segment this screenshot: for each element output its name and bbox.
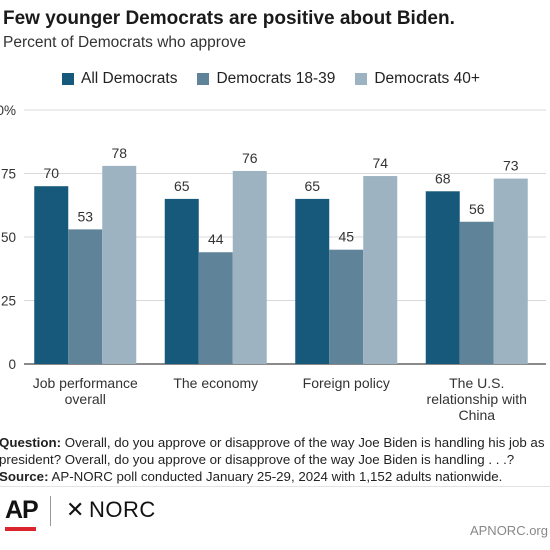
logo-divider [50,496,51,526]
norc-logo-text: NORC [88,497,156,522]
legend-swatch [197,73,210,85]
bar [232,170,267,364]
data-label: 44 [208,231,224,247]
bar [459,221,494,364]
chart-subtitle: Percent of Democrats who approve [3,34,246,51]
x-tick-label: The U.S. [449,375,504,391]
chart-title: Few younger Democrats are positive about… [3,8,455,29]
chart-notes: Question: Overall, do you approve or dis… [0,434,549,485]
bar [102,165,137,364]
ap-logo-underline [5,527,36,531]
ap-logo: AP [5,496,39,524]
x-tick-label: Foreign policy [303,375,390,391]
x-tick-label: Job performance [33,375,138,391]
bar [363,176,398,364]
data-label: 74 [372,155,388,171]
legend-label: All Democrats [81,70,178,87]
bar [493,178,528,364]
x-tick-label: overall [65,391,106,407]
bar [198,252,233,364]
data-label: 76 [242,150,258,166]
y-tick-label: 75 [1,167,16,182]
bar [295,198,330,364]
y-tick-label: 100% [0,103,16,118]
legend-item-all-democrats: All Democrats [62,70,177,88]
data-label: 68 [435,170,451,186]
x-tick-label: relationship with [427,391,527,407]
data-label: 65 [174,178,190,194]
source-text: AP-NORC poll conducted January 25-29, 20… [48,469,503,484]
question-text: Overall, do you approve or disapprove of… [0,435,545,467]
question-label: Question: [0,435,62,450]
data-label: 65 [304,178,320,194]
x-tick-label: The economy [173,375,258,391]
chart-legend: All Democrats Democrats 18-39 Democrats … [62,70,480,88]
legend-label: Democrats 18-39 [216,70,336,87]
data-label: 56 [469,201,485,217]
y-tick-label: 25 [1,294,16,309]
bar [164,198,199,364]
source-note: Source: AP-NORC poll conducted January 2… [0,468,549,485]
data-label: 53 [77,208,93,224]
norc-logo: ✕ NORC [66,497,156,523]
legend-swatch [355,73,368,85]
footer-divider [0,486,550,487]
data-label: 45 [338,229,354,245]
bar [34,186,69,364]
bar [425,191,460,364]
bar [329,249,364,364]
data-label: 73 [503,158,519,174]
source-label: Source: [0,469,49,484]
bar [68,229,103,364]
legend-item-democrats-40-plus: Democrats 40+ [355,70,480,88]
data-label: 78 [111,145,127,161]
legend-swatch [62,73,74,85]
y-tick-label: 50 [1,230,16,245]
source-url: APNORC.org [469,523,548,538]
question-note: Question: Overall, do you approve or dis… [0,434,549,468]
y-tick-label: 0 [8,357,16,372]
x-tick-label: China [458,407,495,423]
data-label: 70 [43,165,59,181]
asterisk-x-icon: ✕ [66,497,85,522]
legend-item-democrats-18-39: Democrats 18-39 [197,70,335,88]
legend-label: Democrats 40+ [374,70,480,87]
